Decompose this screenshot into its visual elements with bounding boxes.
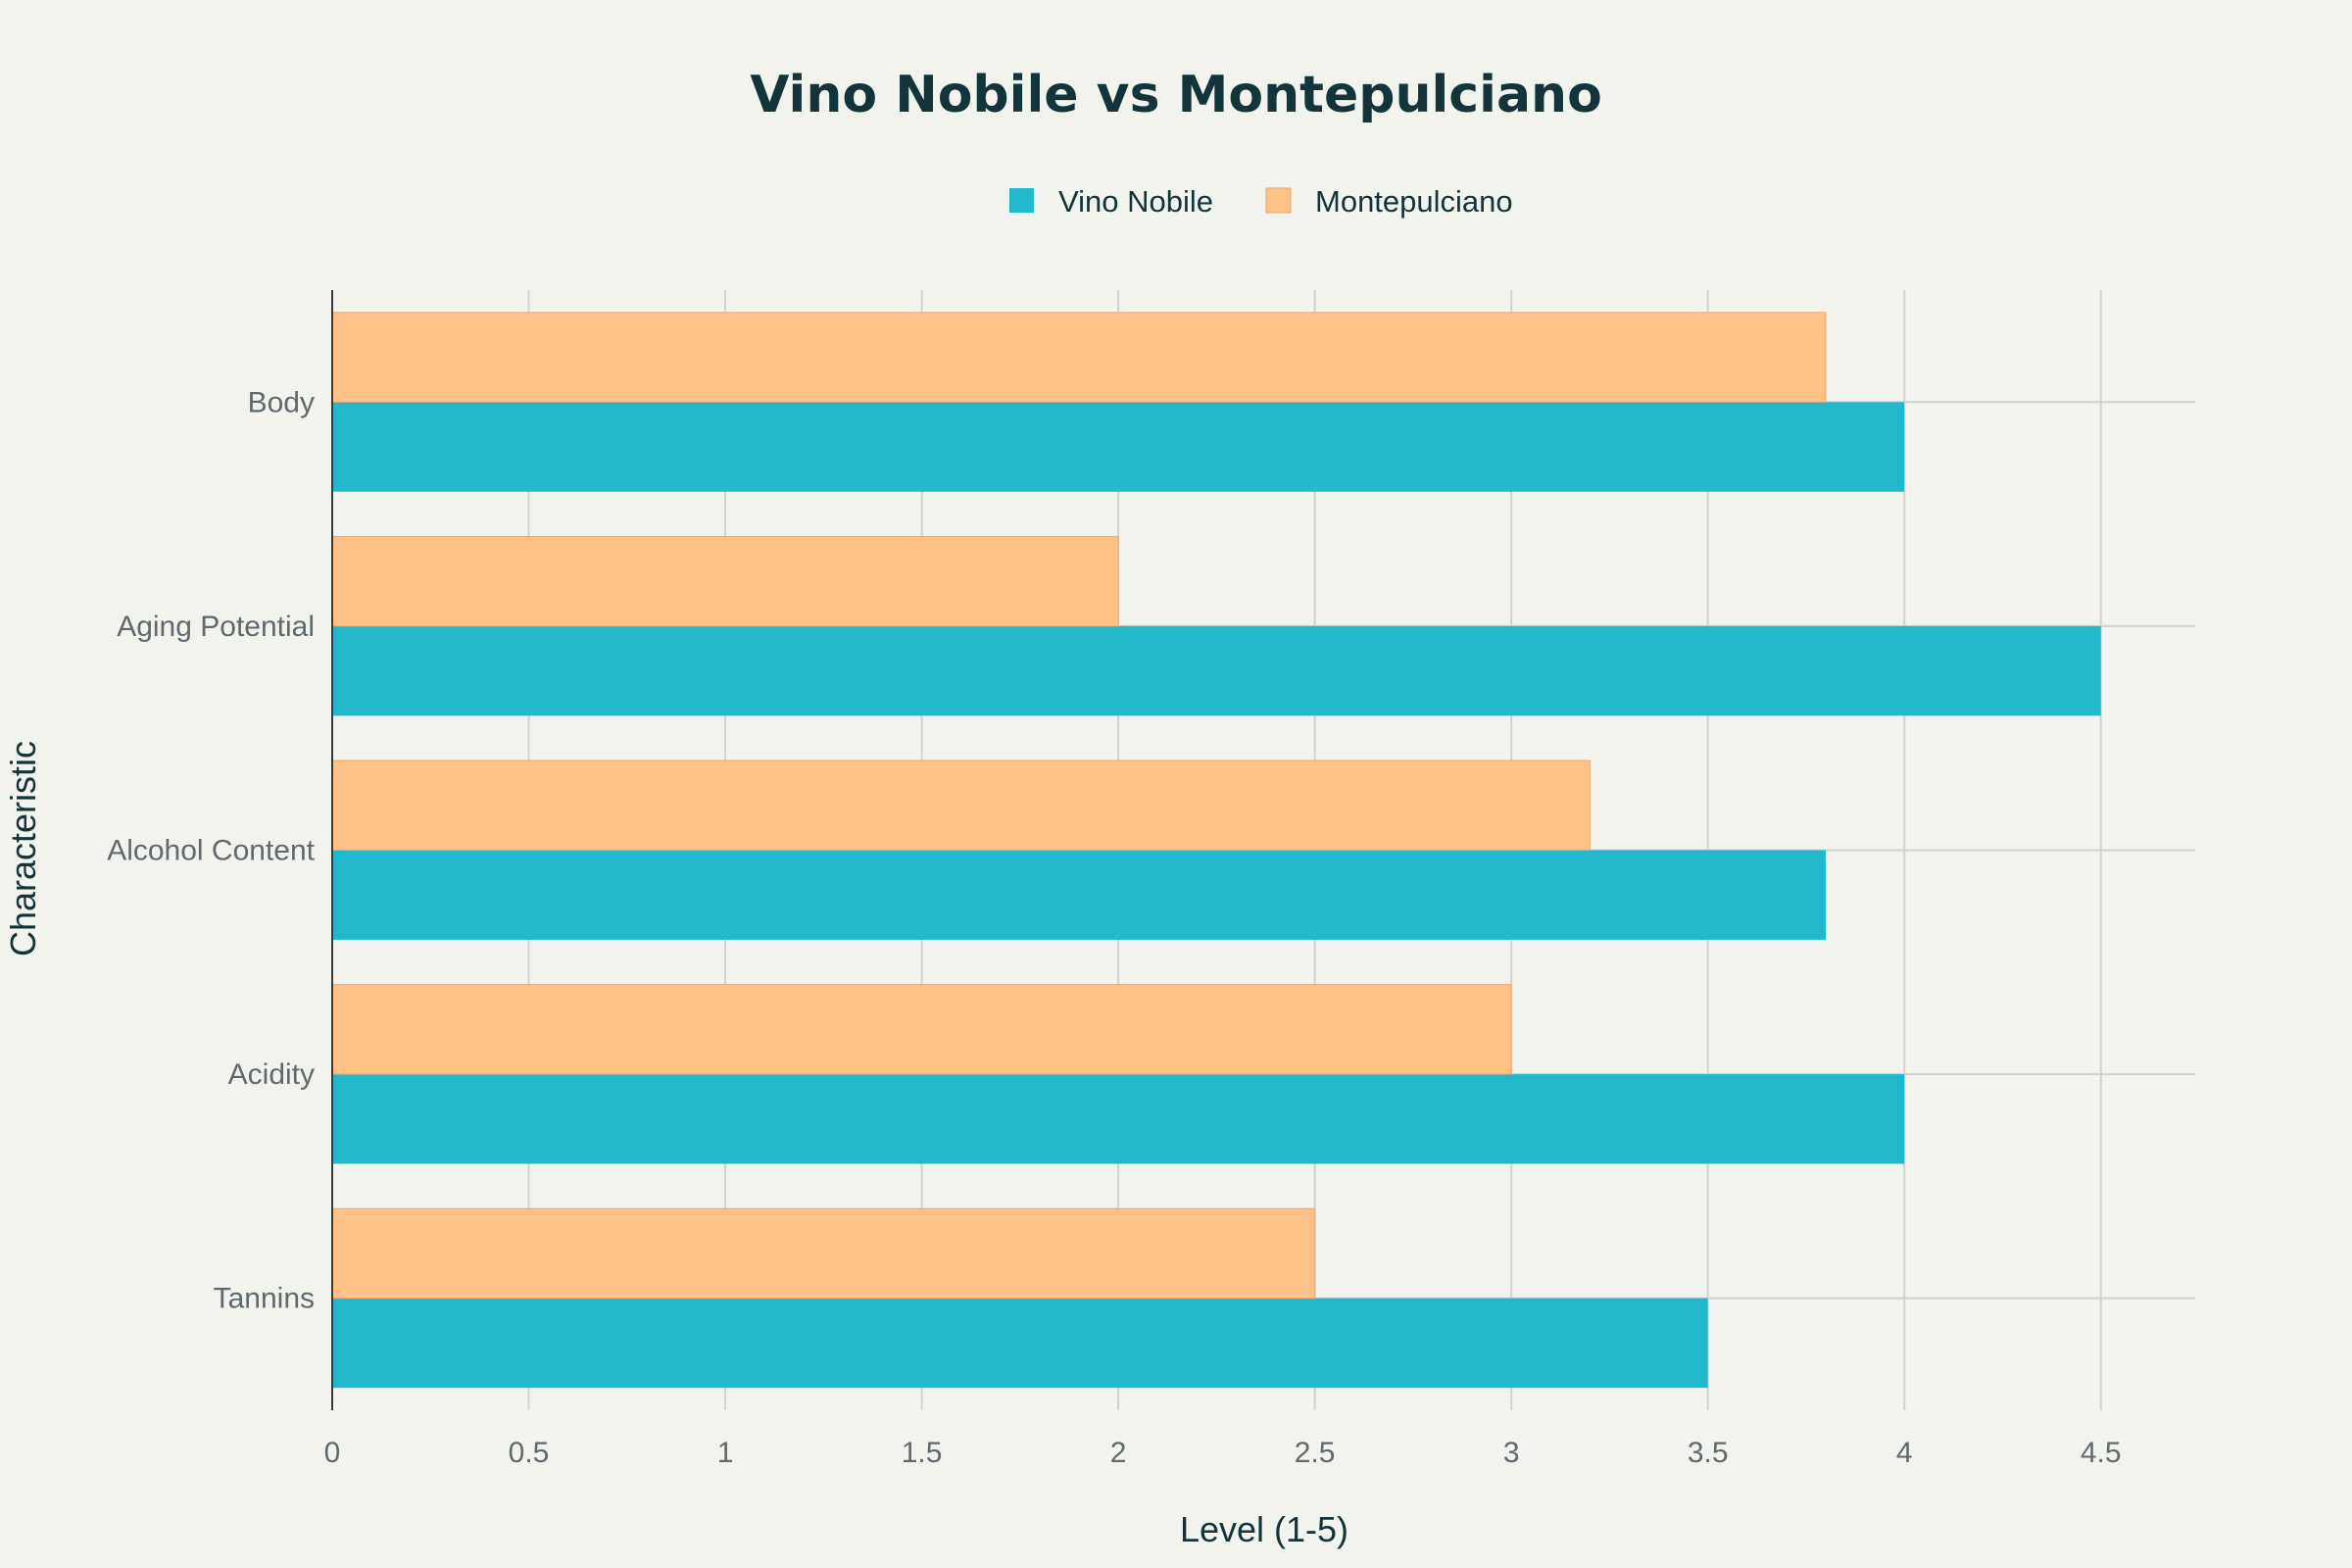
- x-tick-label-2: 2: [1110, 1437, 1127, 1469]
- bars: [331, 312, 2101, 1389]
- bar-vino-nobile-acidity[interactable]: [332, 1074, 1905, 1164]
- bar-vino-nobile-body[interactable]: [332, 402, 1905, 492]
- legend-swatch-vino-nobile[interactable]: [1009, 188, 1034, 213]
- y-tick-label-tannins: Tannins: [214, 1283, 315, 1315]
- bar-vino-nobile-alcohol-content[interactable]: [332, 850, 1827, 940]
- x-tick-label-4-5: 4.5: [2081, 1437, 2122, 1469]
- y-tick-label-aging-potential: Aging Potential: [117, 611, 315, 643]
- x-tick-label-1-5: 1.5: [902, 1437, 943, 1469]
- chart-title: Vino Nobile vs Montepulciano: [750, 66, 1602, 124]
- bar-montepulciano-aging-potential[interactable]: [331, 535, 1119, 627]
- x-axis-title: Level (1-5): [1180, 1509, 1348, 1549]
- bar-montepulciano-acidity[interactable]: [331, 984, 1512, 1075]
- y-tick-labels: Tannins Acidity Alcohol Content Aging Poten…: [107, 386, 315, 1314]
- x-tick-label-0-5: 0.5: [509, 1437, 550, 1469]
- legend-swatch-montepulciano[interactable]: [1265, 187, 1292, 214]
- legend: Vino Nobile Montepulciano: [1009, 184, 1513, 219]
- legend-label-montepulciano[interactable]: Montepulciano: [1315, 184, 1513, 219]
- bar-montepulciano-tannins[interactable]: [331, 1207, 1316, 1299]
- x-tick-labels: 0 0.5 1 1.5 2 2.5 3 3.5 4 4.5: [324, 1437, 2122, 1469]
- y-tick-label-body: Body: [248, 386, 315, 418]
- x-tick-label-3-5: 3.5: [1688, 1437, 1729, 1469]
- bar-montepulciano-alcohol-content[interactable]: [331, 760, 1591, 851]
- legend-label-vino-nobile[interactable]: Vino Nobile: [1058, 184, 1213, 219]
- x-tick-label-4: 4: [1896, 1437, 1913, 1469]
- bar-vino-nobile-aging-potential[interactable]: [332, 625, 2101, 716]
- bar-montepulciano-body[interactable]: [331, 312, 1827, 403]
- x-tick-label-3: 3: [1503, 1437, 1520, 1469]
- x-tick-label-0: 0: [324, 1437, 341, 1469]
- x-tick-label-1: 1: [717, 1437, 734, 1469]
- x-tick-label-2-5: 2.5: [1295, 1437, 1336, 1469]
- bar-vino-nobile-tannins[interactable]: [332, 1298, 1708, 1389]
- y-tick-label-acidity: Acidity: [228, 1058, 315, 1091]
- y-axis-title: Characteristic: [3, 741, 43, 956]
- y-tick-label-alcohol-content: Alcohol Content: [107, 835, 315, 867]
